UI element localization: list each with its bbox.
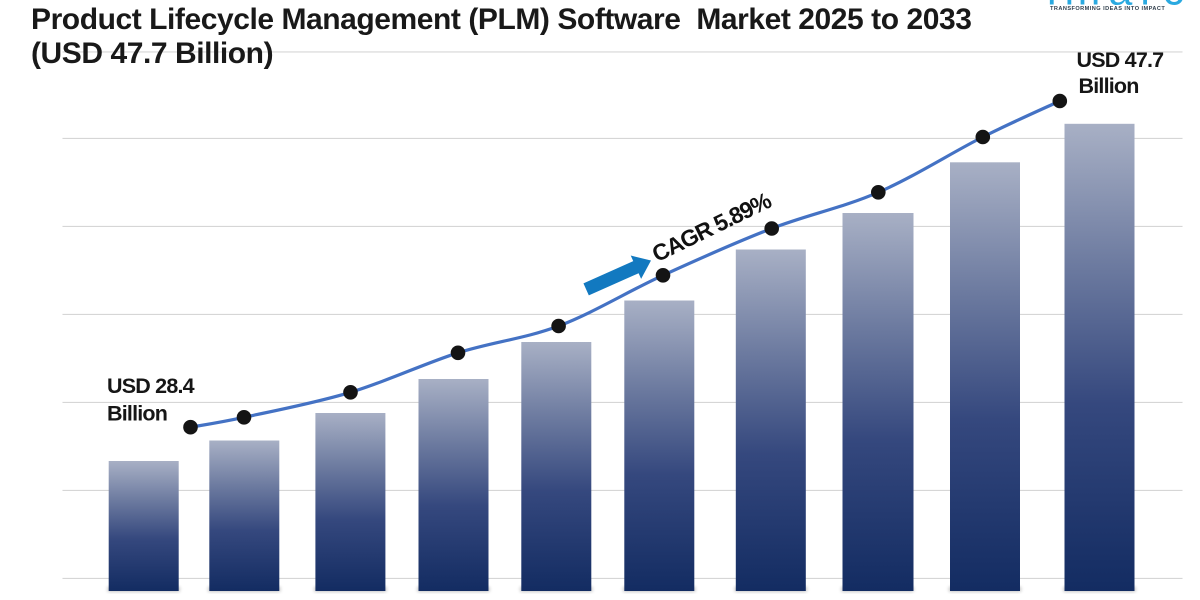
svg-text:Billion: Billion (1079, 74, 1139, 98)
svg-text:TRANSFORMING IDEAS INTO IMPACT: TRANSFORMING IDEAS INTO IMPACT (1050, 6, 1165, 12)
svg-text:imarc: imarc (1047, 0, 1192, 15)
svg-text:USD 28.4: USD 28.4 (107, 374, 195, 398)
svg-text:USD 47.7: USD 47.7 (1077, 48, 1165, 72)
svg-text:Product Lifecycle Management (: Product Lifecycle Management (PLM) Softw… (31, 3, 971, 36)
svg-text:Billion: Billion (107, 402, 167, 426)
svg-text:(USD 47.7 Billion): (USD 47.7 Billion) (31, 37, 273, 70)
